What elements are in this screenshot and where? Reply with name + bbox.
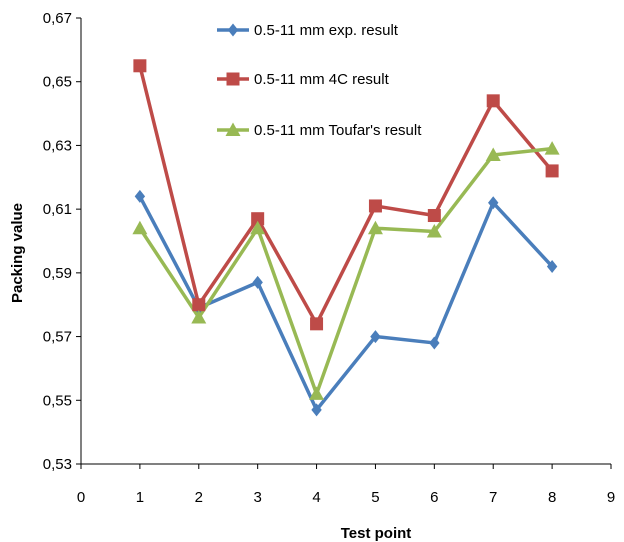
data-point-series-2 xyxy=(251,212,265,226)
x-tick-label: 9 xyxy=(607,489,615,506)
data-point-series-2 xyxy=(133,59,147,73)
x-ticks: 0 1 2 3 4 5 6 7 8 9 xyxy=(77,464,615,506)
series-lines xyxy=(138,65,554,412)
legend-label: 0.5-11 mm exp. result xyxy=(254,22,399,39)
data-point-series-3 xyxy=(426,223,442,238)
y-tick-label: 0,65 xyxy=(43,74,72,91)
x-tick-label: 0 xyxy=(77,489,85,506)
y-tick-label: 0,53 xyxy=(43,456,72,473)
data-point-series-2 xyxy=(486,94,500,108)
x-tick-label: 3 xyxy=(253,489,261,506)
data-point-series-1 xyxy=(370,330,381,344)
data-point-series-1 xyxy=(546,259,558,273)
x-tick-label: 5 xyxy=(371,489,379,506)
series-line-2 xyxy=(138,65,554,326)
data-point-series-3 xyxy=(250,220,266,235)
data-point-series-3 xyxy=(191,309,207,324)
x-tick-label: 6 xyxy=(430,489,438,506)
data-point-series-3 xyxy=(367,220,383,235)
legend: 0.5-11 mm exp. result 0.5-11 mm 4C result… xyxy=(217,22,422,139)
y-tick-label: 0,59 xyxy=(43,265,72,282)
y-ticks: 0,53 0,55 0,57 0,59 0,61 0,63 0,65 0,67 xyxy=(43,10,81,473)
x-tick-label: 8 xyxy=(548,489,556,506)
data-point-series-3 xyxy=(309,386,325,400)
y-tick-label: 0,63 xyxy=(43,137,72,154)
axes xyxy=(80,18,611,465)
x-tick-label: 4 xyxy=(312,489,320,506)
legend-label: 0.5-11 mm 4C result xyxy=(254,71,390,88)
data-point-series-3 xyxy=(132,220,148,235)
legend-marker xyxy=(227,23,239,37)
legend-marker xyxy=(226,72,240,86)
series-markers xyxy=(132,59,560,417)
y-axis-title: Packing value xyxy=(9,203,26,303)
data-point-series-3 xyxy=(544,141,560,155)
data-point-series-3 xyxy=(485,147,501,161)
data-point-series-1 xyxy=(252,275,263,289)
data-point-series-2 xyxy=(310,317,324,331)
data-point-series-2 xyxy=(368,199,382,213)
data-point-series-1 xyxy=(488,196,499,210)
x-tick-label: 2 xyxy=(195,489,203,506)
data-point-series-1 xyxy=(134,189,146,203)
y-tick-label: 0,57 xyxy=(43,329,72,346)
data-point-series-1 xyxy=(311,403,322,417)
data-point-series-2 xyxy=(192,298,206,312)
legend-label: 0.5-11 mm Toufar's result xyxy=(254,122,422,139)
x-tick-label: 1 xyxy=(136,489,144,506)
y-tick-label: 0,67 xyxy=(43,10,72,27)
y-tick-label: 0,61 xyxy=(43,201,72,218)
data-point-series-2 xyxy=(545,164,559,178)
x-tick-label: 7 xyxy=(489,489,497,506)
data-point-series-2 xyxy=(427,209,441,223)
x-axis-title: Test point xyxy=(341,525,412,542)
series-line-3 xyxy=(138,146,553,396)
y-tick-label: 0,55 xyxy=(43,392,72,409)
legend-marker xyxy=(225,122,241,136)
data-point-series-1 xyxy=(429,336,440,350)
